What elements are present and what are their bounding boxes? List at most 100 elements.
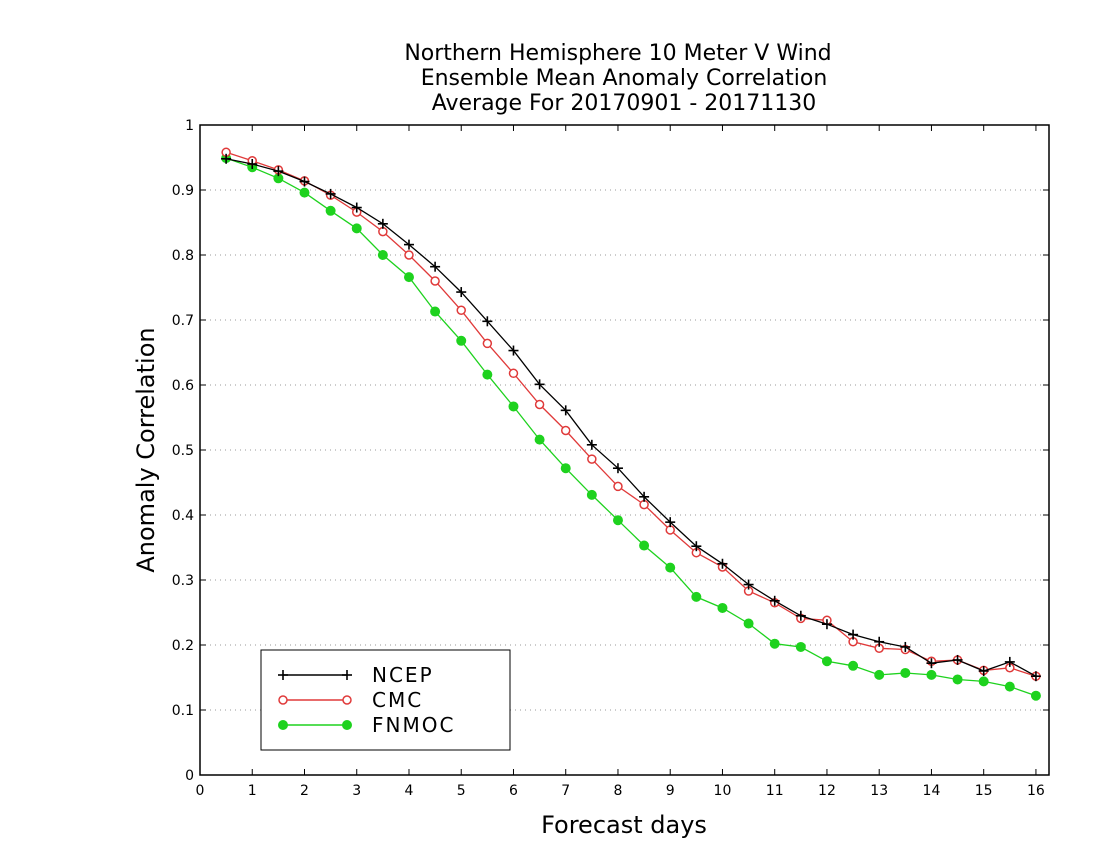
series-ncep [221, 153, 1041, 682]
series-ncep-point [560, 405, 571, 416]
series-ncep-point [612, 463, 623, 474]
series-fnmoc-point [639, 540, 650, 551]
series-ncep-point [482, 316, 493, 327]
series-cmc-point [587, 454, 597, 464]
series-fnmoc-point [665, 562, 676, 573]
x-tick-label: 14 [923, 783, 941, 799]
series-ncep-point [325, 188, 336, 199]
x-tick-label: 4 [405, 783, 414, 799]
series-ncep-point [717, 558, 728, 569]
x-tick-label: 5 [457, 783, 466, 799]
series-ncep-point [900, 641, 911, 652]
series-cmc [221, 147, 1041, 681]
series-ncep-point [743, 579, 754, 590]
y-tick-label: 0.5 [172, 443, 194, 459]
series-cmc-point [613, 481, 623, 492]
legend-cmc-label: CMC [372, 688, 423, 712]
series-ncep-point [351, 202, 362, 213]
series-fnmoc-point [377, 250, 388, 260]
y-tick-label: 0.8 [172, 248, 194, 264]
series-ncep-point [665, 517, 676, 528]
series-cmc-point [430, 276, 440, 286]
series-fnmoc-point [482, 369, 493, 380]
series-ncep-point [874, 636, 885, 647]
legend-ncep-label: NCEP [372, 663, 434, 687]
y-axis-label: Anomaly Correlation [132, 327, 160, 572]
x-tick-label: 12 [818, 783, 836, 799]
x-tick-label: 1 [248, 783, 257, 799]
series-fnmoc-point [900, 667, 911, 678]
y-tick-label: 0.2 [172, 638, 194, 654]
y-tick-label: 0.9 [172, 183, 194, 199]
series-layer [221, 147, 1041, 701]
series-ncep-point [430, 261, 441, 272]
series-ncep-point [586, 439, 597, 450]
series-fnmoc-point [769, 638, 780, 649]
y-tick-label: 1 [185, 118, 194, 134]
series-fnmoc-point [821, 656, 832, 667]
grid [200, 189, 1049, 711]
x-axis: 0 1 2 3 4 5 6 7 8 9 10 11 12 13 14 15 16 [196, 125, 1045, 799]
x-tick-label: 9 [666, 783, 675, 799]
x-tick-label: 16 [1027, 783, 1045, 799]
series-ncep-point [456, 287, 467, 298]
series-ncep-point [1030, 671, 1041, 682]
series-cmc-point [456, 305, 466, 315]
series-fnmoc-point [1004, 681, 1015, 692]
series-cmc-point [482, 338, 493, 349]
x-tick-label: 3 [352, 783, 361, 799]
series-ncep-point [1004, 656, 1015, 667]
series-fnmoc-point [926, 669, 937, 680]
series-cmc-point [560, 425, 571, 436]
series-fnmoc-point [874, 669, 885, 680]
series-ncep-point [221, 153, 232, 164]
series-fnmoc-point [430, 306, 441, 317]
legend-cmc-marker [278, 695, 288, 705]
chart-title-line-1: Northern Hemisphere 10 Meter V Wind [404, 41, 831, 66]
y-tick-label: 0.1 [172, 703, 194, 719]
legend-ncep-marker [342, 670, 352, 680]
series-fnmoc-line [225, 157, 1037, 697]
series-cmc-point [404, 250, 414, 260]
y-axis: 0 0.1 0.2 0.3 0.4 0.5 0.6 0.7 0.8 0.9 1 [172, 118, 1049, 784]
series-fnmoc-point [534, 434, 545, 445]
legend-fnmoc-marker [278, 720, 288, 730]
series-fnmoc-point [299, 187, 310, 198]
x-axis-label: Forecast days [541, 811, 707, 839]
series-fnmoc-point [508, 401, 519, 412]
y-tick-label: 0.7 [172, 313, 194, 329]
series-fnmoc-point [691, 591, 702, 602]
series-cmc-point [639, 499, 649, 510]
series-fnmoc-point [560, 463, 571, 474]
series-ncep-point [926, 658, 937, 669]
series-fnmoc-point [351, 223, 362, 234]
series-fnmoc-point [978, 676, 989, 687]
series-fnmoc-point [403, 272, 414, 283]
series-ncep-point [247, 159, 258, 169]
series-ncep-point [691, 541, 702, 552]
y-tick-label: 0.6 [172, 378, 194, 394]
series-fnmoc-point [795, 641, 806, 652]
series-ncep-point [508, 345, 519, 356]
series-fnmoc-point [586, 489, 597, 500]
series-cmc-point [534, 399, 545, 410]
legend-ncep-marker [278, 670, 288, 680]
series-fnmoc-point [717, 602, 728, 613]
legend-fnmoc-label: FNMOC [372, 713, 455, 737]
x-tick-label: 10 [714, 783, 732, 799]
x-tick-label: 6 [509, 783, 518, 799]
series-fnmoc [221, 153, 1041, 701]
series-fnmoc-point [743, 618, 754, 629]
x-tick-label: 0 [196, 783, 205, 799]
x-tick-label: 7 [561, 783, 570, 799]
y-tick-label: 0 [185, 768, 194, 784]
series-ncep-point [978, 666, 989, 676]
series-cmc-point [508, 368, 519, 379]
series-ncep-point [795, 610, 806, 621]
series-fnmoc-point [1030, 690, 1041, 701]
series-fnmoc-point [325, 205, 336, 216]
x-tick-label: 11 [766, 783, 784, 799]
legend-cmc-marker [342, 695, 352, 705]
